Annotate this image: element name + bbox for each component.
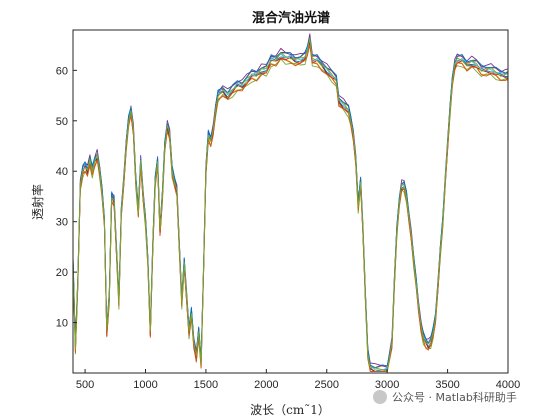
spectrum-line <box>72 38 509 372</box>
plot-lines <box>72 33 509 372</box>
x-tick-label: 3000 <box>375 379 399 391</box>
y-tick-label: 20 <box>56 267 68 279</box>
y-tick-label: 30 <box>56 217 68 229</box>
x-tick-label: 3500 <box>435 379 459 391</box>
x-tick-label: 1500 <box>194 379 218 391</box>
x-axis-label: 波长（cm˜1） <box>250 403 330 417</box>
x-axis: 500 1000 1500 2000 2500 3000 3500 4000 <box>76 369 520 391</box>
axes-box <box>72 29 509 374</box>
x-tick-label: 4000 <box>496 379 520 391</box>
wechat-icon <box>373 390 387 404</box>
x-tick-label: 2500 <box>315 379 339 391</box>
spectrum-line <box>72 44 509 372</box>
y-tick-label: 10 <box>56 318 68 330</box>
chart-title: 混合汽油光谱 <box>252 10 330 26</box>
watermark-text: 公众号 · Matlab科研助手 <box>392 390 517 404</box>
x-tick-label: 1000 <box>133 379 157 391</box>
spectrum-line <box>72 37 509 368</box>
y-tick-label: 40 <box>56 166 68 178</box>
watermark: 公众号 · Matlab科研助手 <box>373 390 517 404</box>
y-tick-label: 60 <box>56 65 68 77</box>
y-tick-label: 50 <box>56 116 68 128</box>
x-tick-label: 2000 <box>254 379 278 391</box>
y-axis: 10 20 30 40 50 60 <box>56 65 77 330</box>
y-axis-label: 透射率 <box>30 184 45 220</box>
x-tick-label: 500 <box>76 379 94 391</box>
